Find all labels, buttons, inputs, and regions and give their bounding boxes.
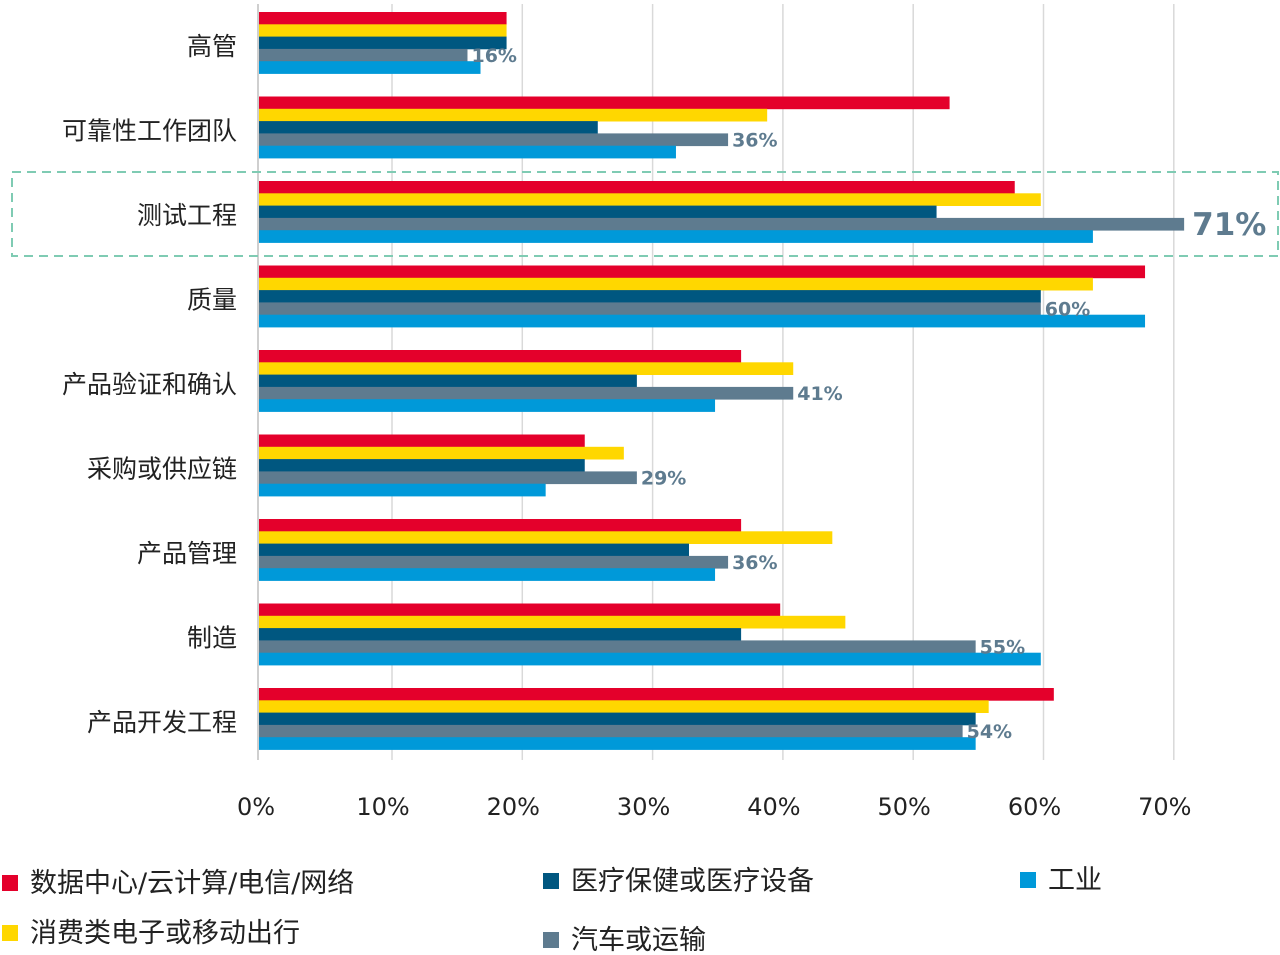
legend-swatch xyxy=(543,932,559,948)
bar xyxy=(259,277,1093,291)
bar xyxy=(259,290,1041,303)
bar xyxy=(259,108,768,122)
bar xyxy=(259,24,507,37)
bar xyxy=(259,302,1041,316)
bar xyxy=(259,386,794,400)
bar xyxy=(259,688,1054,701)
bar xyxy=(259,205,937,219)
legend-swatch xyxy=(543,873,559,889)
bar xyxy=(259,133,729,147)
category-label: 产品验证和确认 xyxy=(62,370,237,399)
legend-label: 工业 xyxy=(1048,865,1102,896)
legend-swatch xyxy=(2,925,18,941)
bar xyxy=(259,399,716,412)
bar xyxy=(259,217,1185,231)
bar xyxy=(259,531,833,544)
data-label: 55% xyxy=(980,637,1025,659)
bar xyxy=(259,459,585,472)
bar xyxy=(259,712,976,726)
bar xyxy=(259,145,676,159)
data-label: 60% xyxy=(1045,299,1090,321)
legend-swatch xyxy=(2,875,18,891)
legend-label: 消费类电子或移动出行 xyxy=(30,918,300,949)
bar xyxy=(259,640,976,654)
bar xyxy=(259,724,963,738)
bar xyxy=(259,96,950,110)
legend-swatch xyxy=(1020,872,1036,888)
bar xyxy=(259,362,794,375)
legend-label: 汽车或运输 xyxy=(571,925,706,955)
x-tick-label: 30% xyxy=(617,793,670,821)
data-label: 71% xyxy=(1192,207,1266,243)
bar xyxy=(259,568,716,581)
bar xyxy=(259,230,1093,243)
data-label: 36% xyxy=(732,130,777,152)
category-label: 产品管理 xyxy=(137,539,237,568)
bar xyxy=(259,628,742,641)
data-label: 41% xyxy=(797,383,842,405)
category-label: 测试工程 xyxy=(137,201,237,230)
highlight-box xyxy=(11,171,1279,257)
bar xyxy=(259,446,624,460)
bar xyxy=(259,615,846,629)
bar xyxy=(259,265,1146,279)
bar xyxy=(259,374,637,388)
category-label: 产品开发工程 xyxy=(87,708,237,737)
bar xyxy=(259,543,689,557)
category-label: 质量 xyxy=(187,286,237,315)
bar xyxy=(259,181,1015,194)
bar xyxy=(259,555,729,569)
category-label: 采购或供应链 xyxy=(87,455,237,484)
bar xyxy=(259,737,976,750)
bar xyxy=(259,471,637,485)
legend-label: 医疗保健或医疗设备 xyxy=(571,866,814,897)
category-label: 高管 xyxy=(187,32,237,61)
bar xyxy=(259,48,468,62)
bar xyxy=(259,483,546,497)
bar xyxy=(259,193,1041,206)
bar xyxy=(259,36,507,50)
x-tick-label: 0% xyxy=(237,793,275,821)
data-label: 29% xyxy=(641,468,686,490)
x-tick-label: 70% xyxy=(1138,793,1191,821)
x-tick-label: 10% xyxy=(356,793,409,821)
data-label: 16% xyxy=(471,45,516,67)
bar xyxy=(259,652,1041,666)
data-label: 36% xyxy=(732,552,777,574)
bar xyxy=(259,700,989,713)
bar xyxy=(259,519,742,532)
category-label: 可靠性工作团队 xyxy=(62,117,237,146)
category-label: 制造 xyxy=(187,624,237,653)
x-tick-label: 60% xyxy=(1008,793,1061,821)
bar xyxy=(259,61,481,74)
bar xyxy=(259,434,585,448)
bar xyxy=(259,350,742,363)
x-tick-label: 50% xyxy=(878,793,931,821)
bar xyxy=(259,121,598,134)
x-tick-label: 40% xyxy=(747,793,800,821)
bar xyxy=(259,12,507,25)
legend-label: 数据中心/云计算/电信/网络 xyxy=(30,868,354,899)
x-tick-label: 20% xyxy=(487,793,540,821)
bar xyxy=(259,314,1146,328)
data-label: 54% xyxy=(967,721,1012,743)
bar xyxy=(259,603,781,617)
